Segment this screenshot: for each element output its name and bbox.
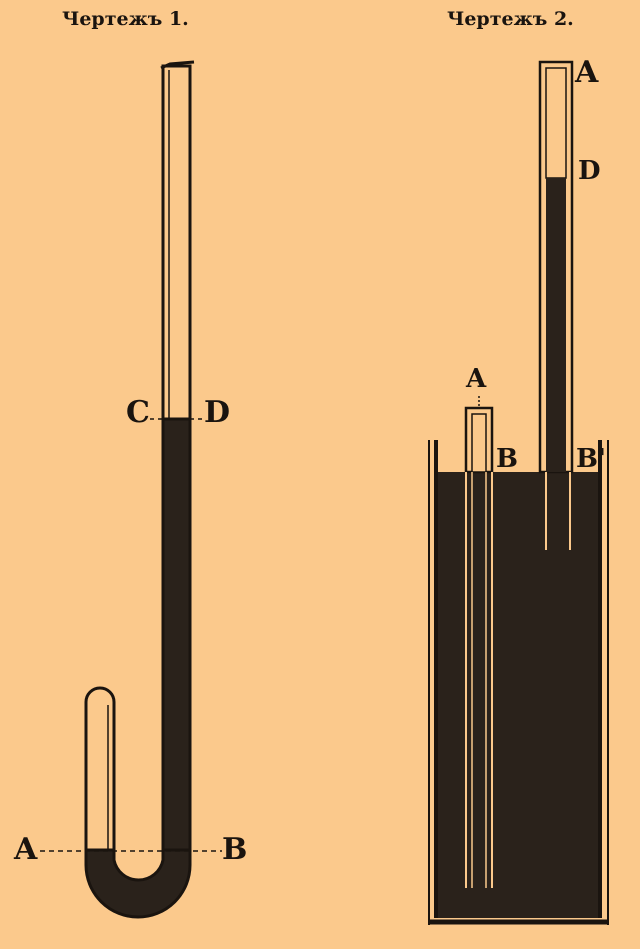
u-bend-mercury: [84, 848, 192, 919]
label-a-short-tube: A: [466, 364, 487, 394]
label-b-short-tube: B: [496, 444, 518, 474]
label-a-long-tube: A: [575, 55, 599, 90]
figure-2-short-tube: [464, 406, 494, 888]
figure-1-tube: [84, 60, 195, 919]
long-tube-vacuum: [545, 67, 567, 179]
label-c: C: [126, 395, 150, 430]
figure-2-vessel: [428, 440, 609, 925]
label-d-long-tube: D: [578, 156, 601, 186]
figure-2-title: Чертежъ 2.: [447, 8, 574, 30]
long-arm-mercury: [161, 417, 192, 857]
short-tube-bore: [471, 413, 487, 473]
short-arm-empty-glass: [84, 686, 116, 852]
long-tube-mercury: [546, 178, 566, 472]
figure-2-long-tube: [538, 60, 574, 550]
vessel-mercury: [436, 472, 600, 918]
label-a: A: [14, 832, 38, 867]
label-d: D: [204, 395, 231, 430]
figure-1-title: Чертежъ 1.: [62, 8, 189, 30]
tube-top-cap: [160, 60, 195, 70]
label-b-prime: B': [576, 444, 606, 474]
long-arm-empty-glass: [161, 64, 192, 421]
label-b: B: [222, 832, 248, 867]
